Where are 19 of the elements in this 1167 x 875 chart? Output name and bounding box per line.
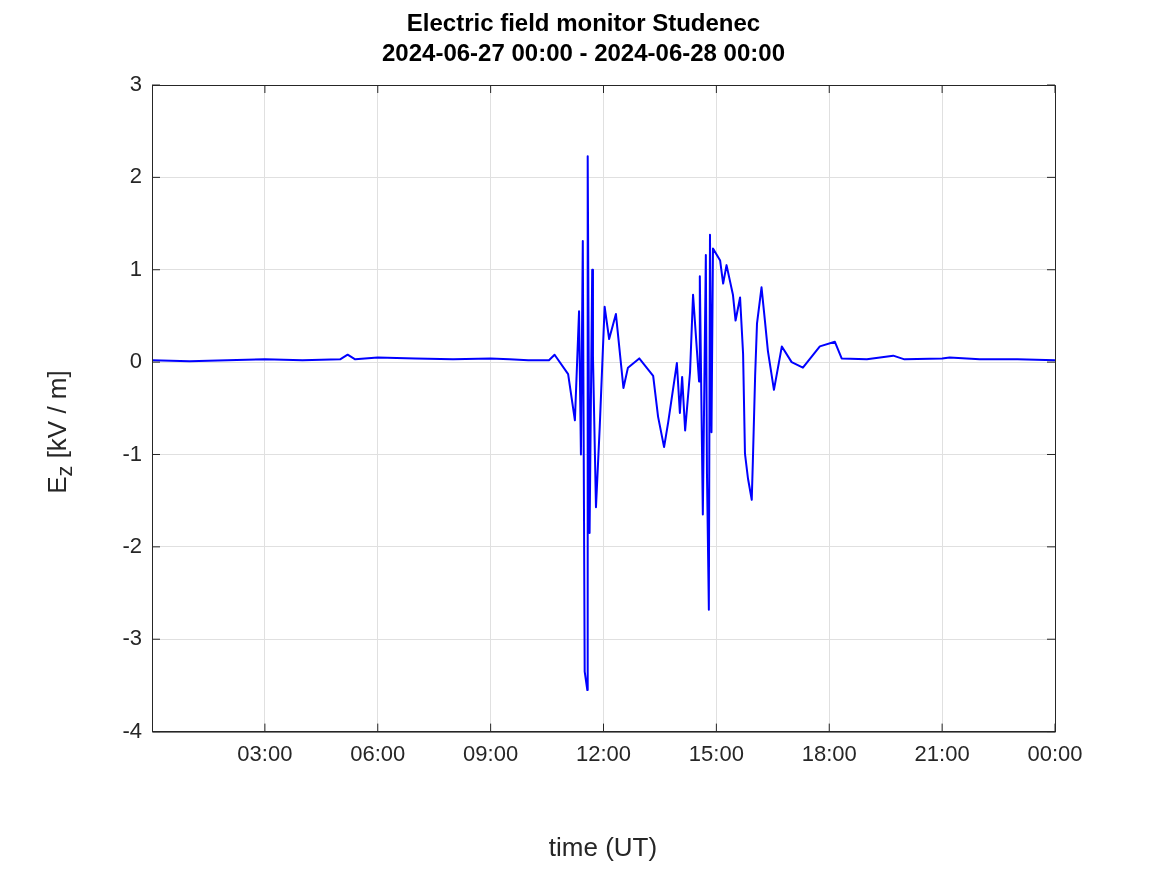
x-tick-label: 12:00 [575,740,632,766]
x-tick-label: 18:00 [801,740,857,766]
y-tick-label: -4 [122,717,142,743]
x-tick-label: 09:00 [463,740,519,766]
y-tick-label: -1 [122,440,142,466]
chart-title: Electric field monitor Studenec [405,8,762,38]
y-tick-label: -3 [122,625,142,651]
x-tick-label: 21:00 [914,740,970,766]
y-tick-label: 2 [129,163,142,189]
y-tick-label: 3 [129,71,142,97]
x-tick-label: 00:00 [1027,740,1083,766]
y-tick-label: -2 [122,532,142,558]
x-tick-label: 06:00 [350,740,406,766]
x-axis-title: time (UT) [548,832,658,863]
y-tick-label: 1 [129,255,142,281]
x-tick-label: 03:00 [237,740,293,766]
chart-subtitle: 2024-06-27 00:00 - 2024-06-28 00:00 [381,38,786,68]
x-tick-label: 15:00 [688,740,744,766]
y-tick-label: 0 [129,348,142,374]
